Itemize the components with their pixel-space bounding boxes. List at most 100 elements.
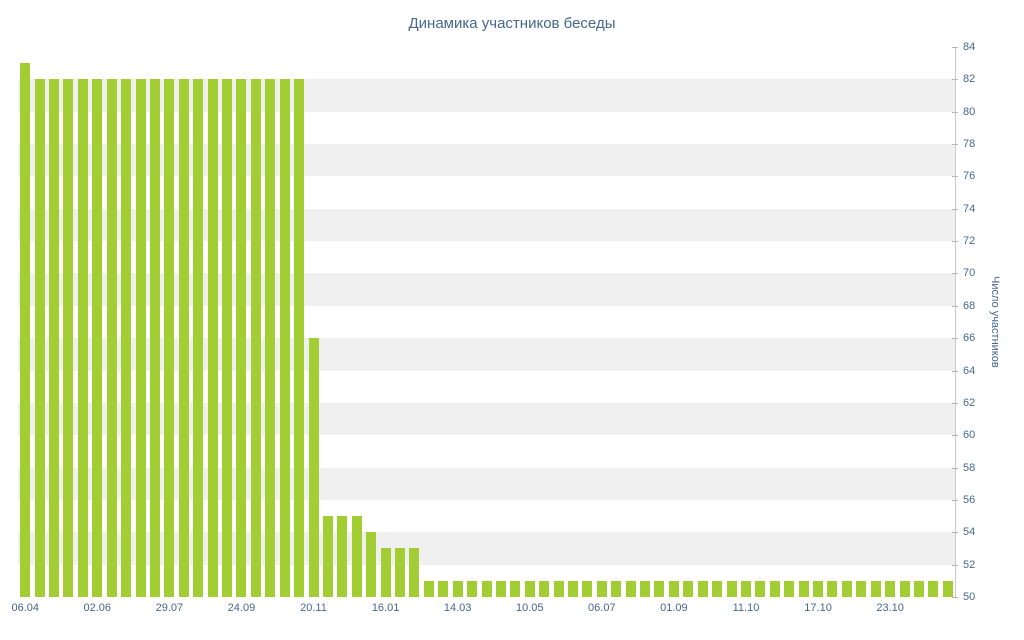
bar [452,580,463,597]
y-tick-mark [952,467,958,469]
y-tick-mark [952,564,958,566]
y-tick-label: 82 [963,73,976,86]
bar [149,79,160,597]
bar [495,580,506,597]
bar [395,548,405,597]
bar [409,548,420,597]
y-tick-label: 52 [963,558,976,571]
bar [856,580,867,597]
plot-area [18,47,955,597]
x-tick-label: 29.07 [155,602,184,614]
x-tick-label: 11.10 [732,602,760,614]
bar [769,580,780,597]
y-axis-title: Число участников [989,276,1001,368]
y-tick-label: 60 [963,429,976,442]
bar [207,79,218,597]
bar [697,580,708,597]
y-tick-label: 84 [963,41,976,53]
bar [337,516,348,597]
bar [265,79,276,597]
bar [366,532,377,597]
x-tick-label: 06.07 [588,602,616,614]
x-tick-label: 14.03 [443,602,472,614]
bar [236,79,247,597]
y-tick-label: 76 [963,170,976,183]
bar [63,79,74,597]
bar [438,580,449,597]
bar [135,79,146,597]
y-tick-mark [952,532,958,534]
bar [34,79,45,597]
bar [467,580,478,597]
bar [222,79,233,597]
bar [423,580,434,597]
bar [683,580,694,597]
bar [322,516,333,597]
bar [784,580,795,597]
y-tick-mark [952,79,958,81]
bar [380,548,391,597]
bar [813,580,824,597]
bar [712,580,723,597]
bar [913,580,924,597]
bar [582,580,593,597]
bar [841,580,852,597]
bar [524,580,535,597]
x-tick-label: 06.04 [11,602,39,614]
bar [827,580,838,597]
bar [625,580,636,597]
bar [250,79,261,597]
x-tick-label: 20.11 [300,602,327,614]
bar [870,580,881,597]
y-tick-label: 78 [963,138,976,151]
bar [553,580,564,597]
x-tick-label: 10.05 [515,602,544,614]
y-tick-label: 74 [963,202,976,215]
bar [20,63,31,597]
y-axis-line [955,47,956,598]
y-tick-label: 62 [963,396,976,409]
bar [308,338,319,597]
y-tick-label: 66 [963,332,976,345]
bar [596,580,607,597]
x-tick-label: 24.09 [227,602,256,614]
y-tick-mark [952,402,958,404]
x-tick-label: 16.01 [371,602,400,614]
y-tick-label: 54 [963,526,976,539]
bar [178,79,189,597]
bar [49,79,60,597]
bar [351,516,362,597]
y-tick-mark [952,176,958,178]
bar [77,79,88,597]
bar [193,79,204,597]
chart-title: Динамика участников беседы [408,15,616,32]
y-tick-mark [952,305,958,307]
background-band [18,47,955,80]
y-tick-mark [952,273,958,275]
bar [106,79,117,597]
bar [539,580,550,597]
y-tick-mark [952,435,958,437]
y-tick-label: 50 [963,591,976,603]
y-tick-mark [952,597,958,598]
bar [899,580,910,597]
bar [510,580,521,597]
bar [942,580,953,597]
bar [740,580,751,597]
y-tick-label: 58 [963,461,976,474]
bar [885,580,896,597]
y-tick-label: 64 [963,364,976,377]
y-tick-label: 68 [963,299,976,312]
y-tick-mark [952,370,958,372]
bar [668,580,679,597]
y-tick-mark [952,47,958,48]
bar [726,580,737,597]
bar [92,79,103,597]
y-tick-mark [952,241,958,243]
bar [798,580,809,597]
bar [567,580,578,597]
bar [481,580,492,597]
bar [755,580,766,597]
y-tick-mark [952,338,958,340]
y-tick-mark [952,208,958,210]
